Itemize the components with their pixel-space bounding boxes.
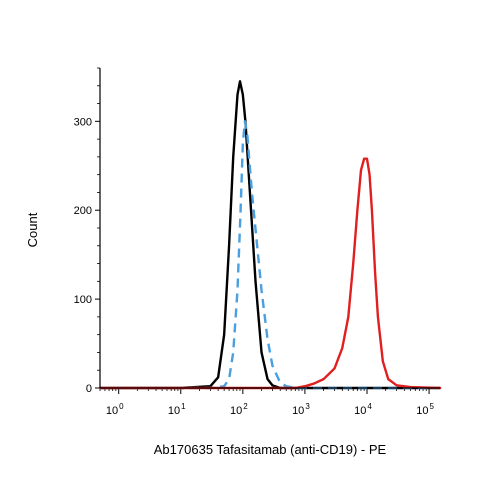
y-tick-label: 100 xyxy=(74,294,92,306)
y-tick-label: 0 xyxy=(86,383,92,395)
series-black-line xyxy=(98,80,442,390)
series-red-line xyxy=(98,157,442,390)
x-axis-title: Ab170635 Tafasitamab (anti-CD19) - PE xyxy=(154,442,387,457)
y-axis-title: Count xyxy=(25,212,40,247)
y-tick-label: 300 xyxy=(74,116,92,128)
y-tick-label: 200 xyxy=(74,205,92,217)
